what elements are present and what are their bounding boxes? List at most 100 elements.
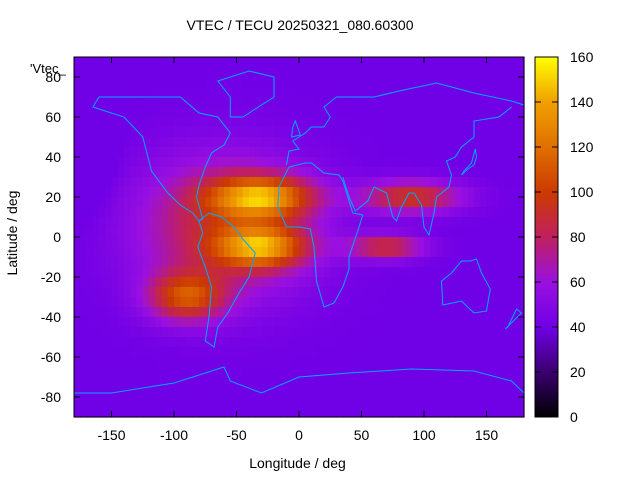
heat-cell xyxy=(367,407,375,418)
heat-cell xyxy=(449,117,456,128)
heat-cell xyxy=(474,117,481,128)
heat-cell xyxy=(405,337,413,348)
heat-cell xyxy=(92,217,100,228)
heat-cell xyxy=(167,67,175,78)
heat-cell xyxy=(324,387,331,398)
heat-cell xyxy=(80,87,88,98)
heat-cell xyxy=(517,267,525,278)
heat-cell xyxy=(505,177,513,188)
heat-cell xyxy=(242,217,250,228)
heat-cell xyxy=(124,267,131,278)
heat-cell xyxy=(274,177,281,188)
heat-cell xyxy=(217,367,225,378)
heat-cell xyxy=(155,367,163,378)
heat-cell xyxy=(105,337,113,348)
heat-cell xyxy=(380,147,388,158)
heat-cell xyxy=(274,387,281,398)
heat-cell xyxy=(305,277,313,288)
heat-cell xyxy=(349,187,356,198)
heat-cell xyxy=(230,227,238,238)
heat-cell xyxy=(174,327,181,338)
heat-cell xyxy=(430,317,438,328)
heat-cell xyxy=(249,407,256,418)
heat-cell xyxy=(211,407,219,418)
heat-cell xyxy=(249,217,256,228)
heat-cell xyxy=(136,157,144,168)
heat-cell xyxy=(330,337,338,348)
heat-cell xyxy=(305,57,313,68)
heat-cell xyxy=(492,107,500,118)
heat-cell xyxy=(486,347,494,358)
heat-cell xyxy=(92,227,100,238)
heat-cell xyxy=(255,87,263,98)
heat-cell xyxy=(430,377,438,388)
heat-cell xyxy=(305,407,313,418)
heat-cell xyxy=(142,177,150,188)
heat-cell xyxy=(367,237,375,248)
heat-cell xyxy=(436,117,444,128)
heat-cell xyxy=(374,107,381,118)
heat-cell xyxy=(317,317,325,328)
heat-cell xyxy=(492,307,500,318)
heat-cell xyxy=(124,257,131,268)
heat-cell xyxy=(399,297,406,308)
heat-cell xyxy=(74,267,81,278)
heat-cell xyxy=(380,267,388,278)
heat-cell xyxy=(111,57,119,68)
heat-cell xyxy=(242,377,250,388)
heat-cell xyxy=(380,227,388,238)
heat-cell xyxy=(355,97,363,108)
heat-cell xyxy=(330,127,338,138)
heat-cell xyxy=(192,227,200,238)
heat-cell xyxy=(292,397,300,408)
heat-cell xyxy=(167,397,175,408)
heat-cell xyxy=(355,327,363,338)
heat-cell xyxy=(324,167,331,178)
heat-cell xyxy=(142,357,150,368)
heat-cell xyxy=(124,407,131,418)
heat-cell xyxy=(417,167,425,178)
heat-cell xyxy=(174,387,181,398)
heat-cell xyxy=(505,187,513,198)
heat-cell xyxy=(280,77,288,88)
heat-cell xyxy=(111,197,119,208)
heat-cell xyxy=(380,87,388,98)
heat-cell xyxy=(386,157,394,168)
heat-cell xyxy=(142,347,150,358)
heat-cell xyxy=(442,97,450,108)
heat-cell xyxy=(199,237,206,248)
heat-cell xyxy=(280,137,288,148)
heat-cell xyxy=(224,227,231,238)
heat-cell xyxy=(292,97,300,108)
heat-cell xyxy=(261,127,269,138)
heat-cell xyxy=(130,307,138,318)
heat-cell xyxy=(192,87,200,98)
heat-cell xyxy=(486,337,494,348)
heat-cell xyxy=(261,317,269,328)
heat-cell xyxy=(117,187,125,198)
heat-cell xyxy=(274,247,281,258)
heat-cell xyxy=(361,297,369,308)
heat-cell xyxy=(130,397,138,408)
heat-cell xyxy=(161,257,169,268)
heat-cell xyxy=(411,387,419,398)
heat-cell xyxy=(330,397,338,408)
heat-cell xyxy=(305,167,313,178)
heat-cell xyxy=(430,397,438,408)
heat-cell xyxy=(405,397,413,408)
heat-cell xyxy=(242,87,250,98)
heat-cell xyxy=(130,127,138,138)
heat-cell xyxy=(292,107,300,118)
heat-cell xyxy=(124,227,131,238)
heat-cell xyxy=(411,147,419,158)
heat-cell xyxy=(280,157,288,168)
heat-cell xyxy=(342,227,350,238)
heat-cell xyxy=(142,227,150,238)
heat-cell xyxy=(205,357,213,368)
heat-cell xyxy=(324,227,331,238)
heat-cell xyxy=(236,207,244,218)
heat-cell xyxy=(242,187,250,198)
heat-cell xyxy=(211,237,219,248)
heat-cell xyxy=(211,217,219,228)
heat-cell xyxy=(167,177,175,188)
